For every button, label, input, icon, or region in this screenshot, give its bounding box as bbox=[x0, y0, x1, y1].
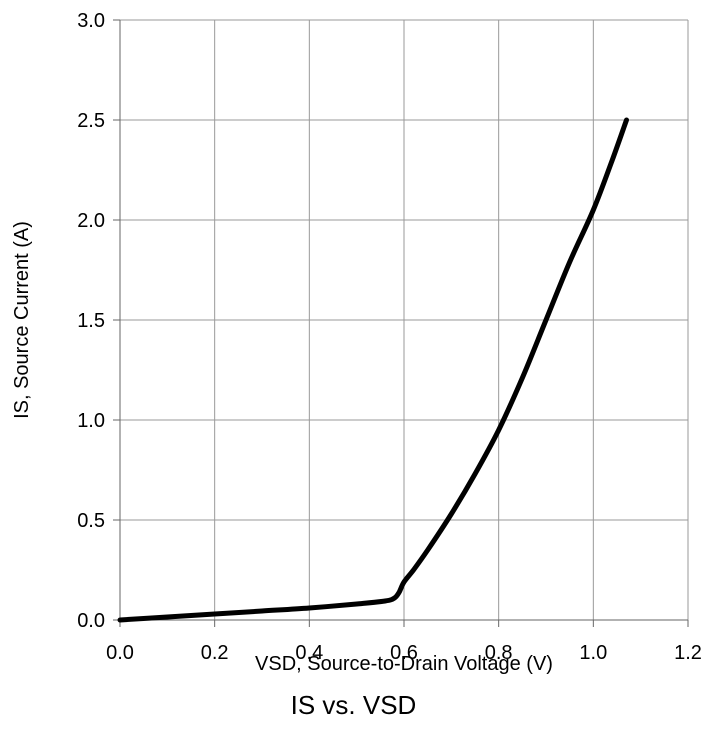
x-tick-label: 0.8 bbox=[485, 642, 513, 664]
y-tick-label: 0.5 bbox=[77, 510, 105, 532]
y-tick-label: 0.0 bbox=[77, 610, 105, 632]
y-axis-title: IS, Source Current (A) bbox=[11, 221, 33, 419]
x-tick-label: 0.0 bbox=[106, 642, 134, 664]
chart-caption: IS vs. VSD bbox=[290, 690, 417, 720]
y-tick-label: 2.5 bbox=[77, 110, 105, 132]
y-tick-label: 2.0 bbox=[77, 210, 105, 232]
x-tick-label: 1.2 bbox=[674, 642, 702, 664]
series-line bbox=[117, 117, 629, 623]
chart: 0.0 0.2 0.4 0.6 0.8 1.0 1.2 0.0 0.5 1.0 1.5 2.0 2.5… bbox=[11, 10, 702, 675]
y-tick-label: 1.5 bbox=[77, 310, 105, 332]
y-tick-label: 3.0 bbox=[77, 10, 105, 32]
x-tick-label: 0.2 bbox=[201, 642, 229, 664]
axes bbox=[113, 19, 689, 627]
y-tick-label: 1.0 bbox=[77, 410, 105, 432]
x-tick-label: 1.0 bbox=[579, 642, 607, 664]
gridlines bbox=[120, 19, 689, 620]
x-axis-title: VSD, Source-to-Drain Voltage (V) bbox=[255, 653, 553, 675]
series-layer bbox=[117, 117, 629, 623]
x-tick-label: 0.4 bbox=[295, 642, 323, 664]
x-tick-label: 0.6 bbox=[390, 642, 418, 664]
y-tick-labels: 0.0 0.5 1.0 1.5 2.0 2.5 3.0 bbox=[77, 10, 105, 632]
x-tick-labels: 0.0 0.2 0.4 0.6 0.8 1.0 1.2 bbox=[106, 642, 702, 664]
